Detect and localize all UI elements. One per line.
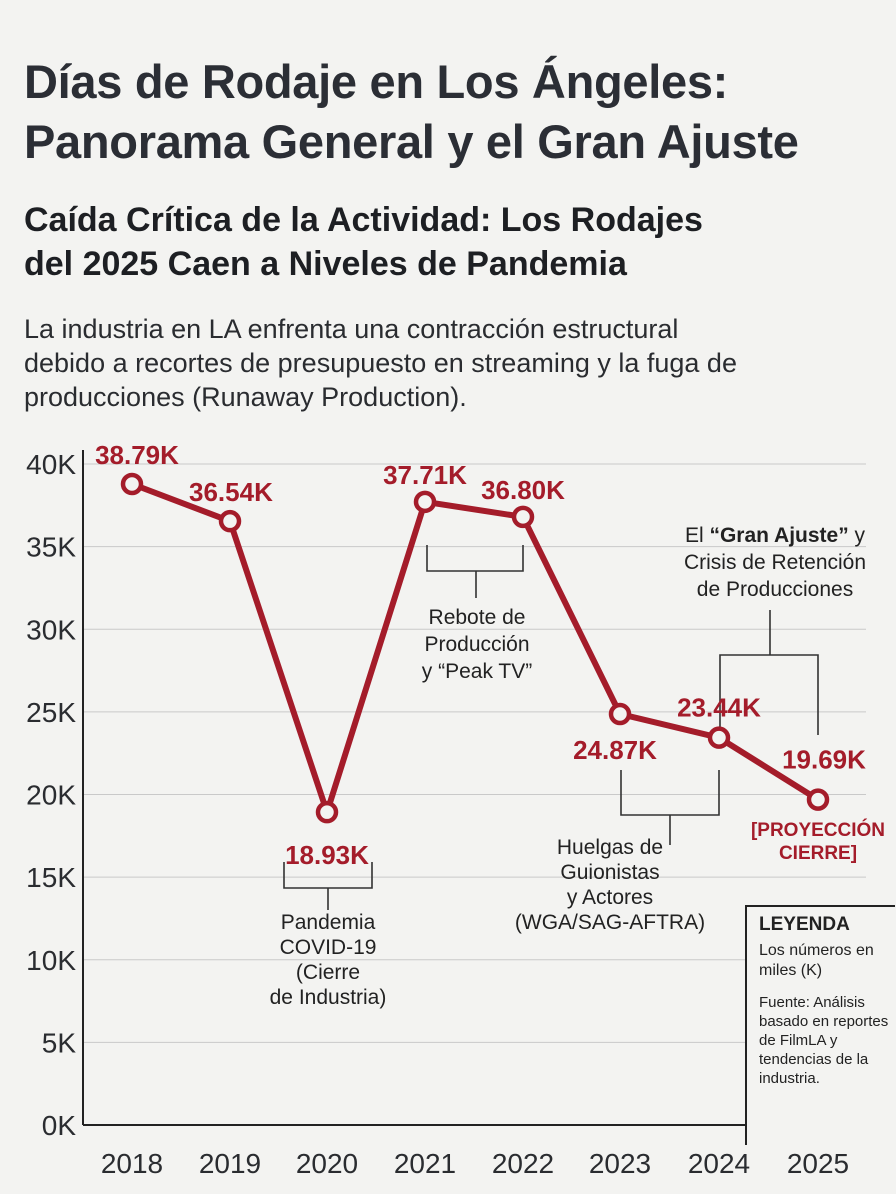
y-tick-label: 30K [26,614,76,645]
x-tick-label: 2023 [589,1148,651,1179]
legend-title: LEYENDA [759,914,850,935]
data-point [608,702,632,726]
description-line-1: La industria en LA enfrenta una contracc… [24,314,679,344]
data-label: 36.54K [189,477,273,507]
title-line-2: Panorama General y el Gran Ajuste [24,115,799,168]
x-tick-label: 2022 [492,1148,554,1179]
x-tick-label: 2020 [296,1148,358,1179]
strikes-note: Huelgas de [557,836,663,859]
gran-ajuste-note: de Producciones [697,578,853,601]
page-title: Días de Rodaje en Los Ángeles: Panorama … [24,52,884,172]
data-point [707,726,731,749]
data-point [315,800,339,824]
page-description: La industria en LA enfrenta una contracc… [24,312,884,414]
strikes-note: y Actores [567,886,653,909]
legend-units: Los números en miles (K) [759,942,874,979]
page-subtitle: Caída Crítica de la Actividad: Los Rodaj… [24,198,884,286]
series-line [129,481,821,816]
covid-note: de Industria) [270,986,387,1009]
gran-ajuste-note-part: El [685,524,710,547]
gran-ajuste-note-part: Crisis de Retención [684,551,866,574]
description-line-2: debido a recortes de presupuesto en stre… [24,348,737,378]
description-line-3: producciones (Runaway Production). [24,382,467,412]
y-tick-label: 25K [26,697,76,728]
data-label: 24.87K [573,735,657,765]
data-point [806,788,830,811]
x-tick-label: 2019 [199,1148,261,1179]
data-point [218,509,242,533]
x-tick-label: 2018 [101,1148,163,1179]
y-tick-label: 5K [42,1027,77,1058]
covid-note: Pandemia [281,911,376,934]
peak-tv-note: Rebote de [429,606,526,629]
covid-note: (Cierre [296,961,360,984]
peak-tv-note: Producción [424,633,529,656]
data-label: 18.93K [285,840,369,870]
data-point [413,490,437,514]
gran-ajuste-bracket [719,610,819,738]
y-tick-label: 35K [26,532,76,563]
x-tick-label: 2021 [394,1148,456,1179]
title-line-1: Días de Rodaje en Los Ángeles: [24,55,729,108]
gran-ajuste-note-part: y [849,524,866,547]
data-label: 19.69K [782,745,866,775]
y-tick-label: 15K [26,862,76,893]
subtitle-line-1: Caída Crítica de la Actividad: Los Rodaj… [24,201,703,239]
x-tick-label: 2024 [688,1148,750,1179]
gran-ajuste-note: El “Gran Ajuste” y [685,524,866,547]
data-label: 38.79K [95,440,179,470]
strikes-bracket [620,770,720,845]
gran-ajuste-note-part: de Producciones [697,578,853,601]
peak-tv-bracket [426,545,524,598]
projection-note: [PROYECCIÓN [751,819,885,841]
legend-source: Fuente: Análisis basado en reportes de F… [759,994,889,1087]
data-point [511,505,535,529]
y-tick-label: 10K [26,945,76,976]
y-tick-label: 20K [26,780,76,811]
strikes-note: (WGA/SAG-AFTRA) [515,911,705,934]
data-label: 36.80K [481,475,565,505]
legend-box: LEYENDA Los números en miles (K) Fuente:… [745,905,895,1145]
peak-tv-note: y “Peak TV” [422,660,532,683]
y-tick-label: 0K [42,1110,77,1141]
subtitle-line-2: del 2025 Caen a Niveles de Pandemia [24,245,627,283]
covid-note: COVID-19 [280,936,377,959]
x-tick-label: 2025 [787,1148,849,1179]
gran-ajuste-note: Crisis de Retención [684,551,866,574]
covid-bracket [283,862,373,910]
gran-ajuste-note-part: “Gran Ajuste” [709,524,848,547]
projection-note: CIERRE] [779,843,857,864]
data-label: 23.44K [677,693,761,723]
data-point [120,472,144,496]
data-label: 37.71K [383,460,467,490]
y-tick-label: 40K [26,449,76,480]
strikes-note: Guionistas [560,861,659,884]
